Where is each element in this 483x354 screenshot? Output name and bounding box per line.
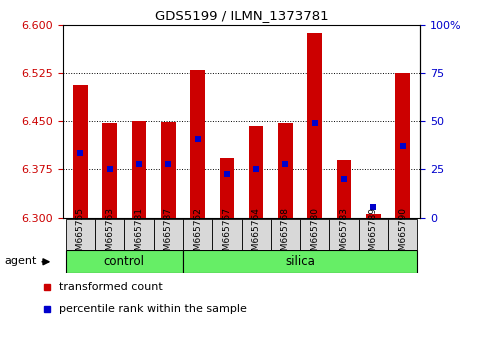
Text: silica: silica — [285, 255, 315, 268]
FancyBboxPatch shape — [271, 219, 300, 250]
Text: GSM665768: GSM665768 — [281, 207, 290, 262]
FancyBboxPatch shape — [212, 219, 242, 250]
Text: GSM665789: GSM665789 — [369, 207, 378, 262]
Bar — [102, 123, 117, 218]
Bar — [161, 122, 176, 218]
Text: GSM665763: GSM665763 — [105, 207, 114, 262]
Bar — [249, 126, 263, 218]
Bar — [220, 158, 234, 218]
Bar — [307, 33, 322, 218]
FancyBboxPatch shape — [66, 250, 183, 273]
FancyBboxPatch shape — [154, 219, 183, 250]
FancyBboxPatch shape — [183, 219, 212, 250]
FancyBboxPatch shape — [183, 250, 417, 273]
Text: GSM665752: GSM665752 — [193, 207, 202, 262]
Text: GSM665783: GSM665783 — [340, 207, 349, 262]
Text: GSM665764: GSM665764 — [252, 207, 261, 262]
FancyBboxPatch shape — [359, 219, 388, 250]
Text: transformed count: transformed count — [59, 282, 163, 292]
FancyBboxPatch shape — [242, 219, 271, 250]
Bar — [132, 121, 146, 218]
Bar — [190, 70, 205, 218]
Bar — [73, 85, 88, 218]
Bar — [337, 160, 351, 218]
Text: percentile rank within the sample: percentile rank within the sample — [59, 304, 247, 314]
FancyBboxPatch shape — [300, 219, 329, 250]
Text: control: control — [104, 255, 145, 268]
FancyBboxPatch shape — [124, 219, 154, 250]
Text: GSM665787: GSM665787 — [164, 207, 173, 262]
FancyBboxPatch shape — [329, 219, 359, 250]
Text: GSM665780: GSM665780 — [310, 207, 319, 262]
Text: GSM665790: GSM665790 — [398, 207, 407, 262]
Bar — [366, 215, 381, 218]
Text: agent: agent — [5, 256, 37, 266]
Title: GDS5199 / ILMN_1373781: GDS5199 / ILMN_1373781 — [155, 9, 328, 22]
FancyBboxPatch shape — [388, 219, 417, 250]
Bar — [278, 122, 293, 218]
FancyBboxPatch shape — [95, 219, 124, 250]
FancyBboxPatch shape — [66, 219, 95, 250]
Text: GSM665757: GSM665757 — [222, 207, 231, 262]
Bar — [395, 73, 410, 218]
Text: GSM665755: GSM665755 — [76, 207, 85, 262]
Text: GSM665781: GSM665781 — [134, 207, 143, 262]
